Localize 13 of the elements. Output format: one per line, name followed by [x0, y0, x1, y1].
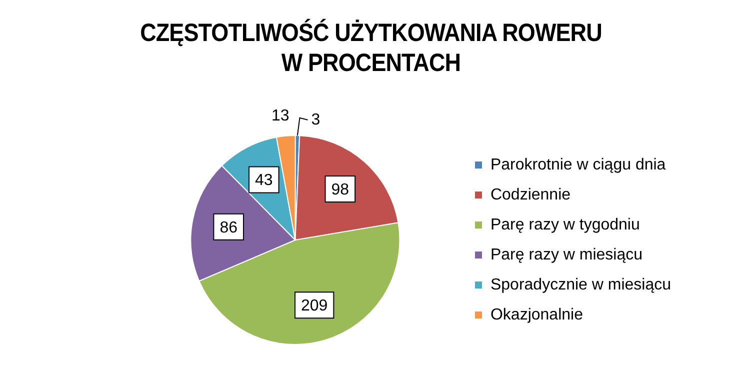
legend-label: Parokrotnie w ciągu dnia: [490, 156, 666, 174]
legend-label: Okazjonalnie: [490, 306, 584, 324]
legend-label: Codziennie: [490, 186, 571, 204]
data-label: 43: [255, 172, 273, 190]
data-label: 86: [220, 219, 238, 236]
data-label: 3: [311, 111, 320, 128]
data-label: 209: [300, 298, 328, 315]
legend-label: Parę razy w tygodniu: [490, 216, 640, 234]
legend-label: Sporadycznie w miesiącu: [490, 276, 672, 294]
legend-label: Parę razy w miesiącu: [490, 246, 643, 264]
chart-title: CZĘSTOTLIWOŚĆ UŻYTKOWANIA ROWERU W PROCENTACH: [138, 18, 602, 78]
data-label: 98: [331, 181, 350, 198]
data-label: 13: [271, 108, 290, 125]
